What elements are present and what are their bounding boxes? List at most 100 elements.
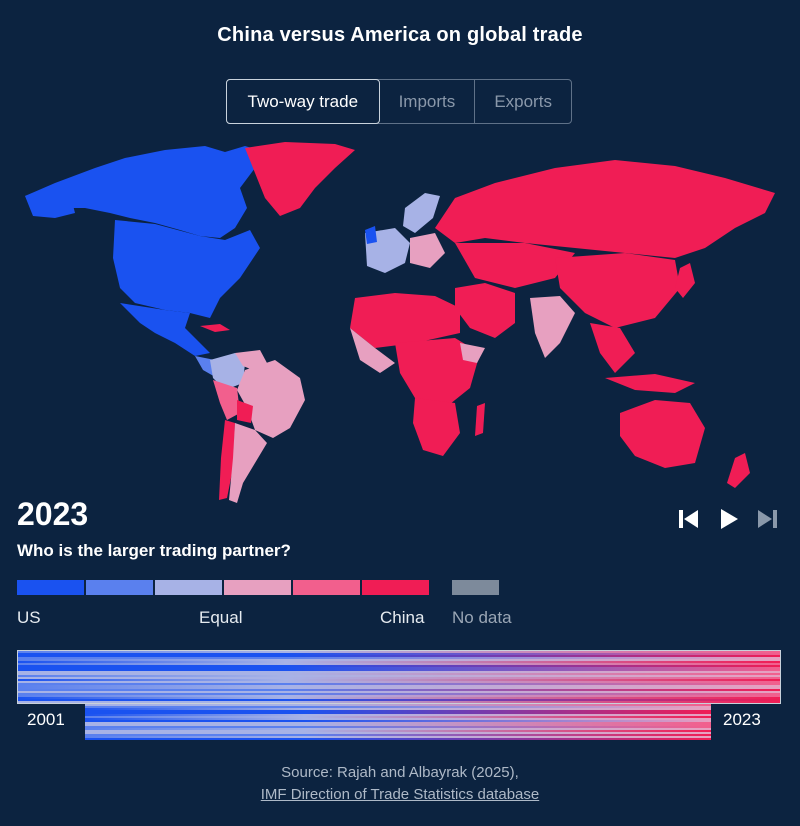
- skip-back-icon[interactable]: [676, 505, 702, 533]
- timeline-stripe: [18, 669, 780, 671]
- map-region-southeast-asia[interactable]: [590, 323, 635, 373]
- map-region-madagascar[interactable]: [475, 403, 485, 436]
- map-region-australia[interactable]: [620, 400, 705, 468]
- map-region-central-africa[interactable]: [395, 338, 480, 408]
- timeline-stripe: [18, 701, 780, 703]
- map-region-cuba[interactable]: [200, 324, 230, 332]
- map-region-scandinavia[interactable]: [403, 193, 440, 233]
- timeline-end-label: 2023: [723, 710, 761, 729]
- map-region-new-zealand[interactable]: [727, 453, 750, 488]
- timeline-stripe: [85, 728, 711, 730]
- map-region-eastern-europe[interactable]: [410, 233, 445, 268]
- timeline-stripe: [18, 685, 780, 687]
- source-note: Source: Rajah and Albayrak (2025), IMF D…: [0, 762, 800, 806]
- timeline-stripe: [85, 710, 711, 712]
- timeline-stripe: [18, 657, 780, 659]
- map-region-alaska[interactable]: [25, 188, 75, 218]
- play-icon[interactable]: [716, 505, 742, 533]
- map-region-india[interactable]: [530, 296, 575, 358]
- timeline-stripes-bottom: [85, 704, 711, 740]
- tab-exports[interactable]: Exports: [494, 91, 552, 111]
- source-text: Source: Rajah and Albayrak (2025),: [281, 764, 519, 781]
- map-region-indonesia[interactable]: [605, 374, 695, 393]
- timeline-stripe: [18, 651, 780, 653]
- timeline-stripe: [18, 667, 780, 669]
- map-region-canada[interactable]: [25, 146, 265, 238]
- timeline-stripe: [18, 663, 780, 665]
- timeline-stripe: [18, 683, 780, 685]
- map-region-west-africa[interactable]: [350, 328, 395, 373]
- timeline-stripe: [18, 687, 780, 689]
- timeline-stripe: [18, 695, 780, 697]
- source-link[interactable]: IMF Direction of Trade Statistics databa…: [260, 786, 540, 803]
- map-region-brazil[interactable]: [237, 360, 305, 438]
- map-region-chile[interactable]: [219, 420, 235, 500]
- map-region-colombia[interactable]: [210, 353, 245, 390]
- map-region-middle-east[interactable]: [455, 283, 515, 338]
- timeline-stripe: [18, 697, 780, 699]
- year-display: 2023: [17, 496, 89, 532]
- map-region-southern-africa[interactable]: [413, 398, 460, 456]
- timeline-stripe: [85, 724, 711, 726]
- timeline-stripe: [18, 665, 780, 667]
- map-region-venezuela[interactable]: [235, 350, 267, 370]
- map-region-greenland[interactable]: [245, 142, 355, 216]
- tab-two-way-trade[interactable]: Two-way trade: [226, 79, 380, 124]
- map-region-bolivia[interactable]: [237, 400, 253, 423]
- tab-imports[interactable]: Imports: [380, 80, 476, 123]
- legend-swatch-us-mid: [86, 580, 153, 595]
- timeline-stripe: [85, 726, 711, 728]
- legend-label-equal: Equal: [199, 608, 243, 627]
- timeline-stripe: [18, 671, 780, 673]
- map-region-central-asia[interactable]: [455, 243, 575, 288]
- timeline-stripes-top: [17, 650, 781, 704]
- map-region-argentina[interactable]: [229, 423, 267, 503]
- map-region-north-africa[interactable]: [350, 293, 460, 348]
- legend-label-china: China: [380, 608, 425, 627]
- timeline-stripe: [18, 673, 780, 675]
- legend-scale: [17, 580, 429, 595]
- map-region-russia[interactable]: [435, 160, 775, 258]
- timeline-stripe: [85, 718, 711, 720]
- year-timeline-slider[interactable]: 2001 2023: [17, 650, 781, 740]
- timeline-stripe: [85, 704, 711, 706]
- map-region-horn-of-africa[interactable]: [460, 343, 485, 363]
- chart-title: China versus America on global trade: [217, 24, 583, 46]
- legend-question: Who is the larger trading partner?: [17, 541, 291, 560]
- timeline-stripe: [18, 693, 780, 695]
- legend-swatch-equal: [155, 580, 222, 595]
- map-region-japan[interactable]: [675, 263, 695, 298]
- world-map: [25, 142, 775, 503]
- legend-swatch-china-light: [224, 580, 291, 595]
- timeline-stripe: [85, 738, 711, 740]
- map-region-peru[interactable]: [213, 380, 240, 420]
- timeline-stripe: [85, 734, 711, 736]
- timeline-stripe: [85, 716, 711, 718]
- legend-label-us: US: [17, 608, 41, 627]
- map-region-uk[interactable]: [365, 226, 377, 244]
- timeline-stripe: [85, 712, 711, 714]
- timeline-stripe: [85, 714, 711, 716]
- view-tabs: Two-way trade Imports Exports: [226, 79, 572, 124]
- map-region-usa[interactable]: [113, 220, 260, 318]
- map-region-mexico[interactable]: [120, 303, 210, 356]
- timeline-stripe: [85, 722, 711, 724]
- legend-swatch-no-data: [452, 580, 499, 595]
- timeline-stripe: [18, 691, 780, 693]
- timeline-stripe: [18, 677, 780, 679]
- timeline-stripe: [85, 706, 711, 708]
- timeline-stripe: [85, 720, 711, 722]
- skip-forward-icon[interactable]: [754, 505, 780, 533]
- legend-label-no-data: No data: [452, 608, 512, 627]
- timeline-stripe: [18, 681, 780, 683]
- timeline-stripe: [85, 708, 711, 710]
- map-region-china[interactable]: [555, 253, 680, 328]
- timeline-stripe: [85, 730, 711, 732]
- timeline-stripe: [18, 699, 780, 701]
- timeline-stripe: [18, 659, 780, 661]
- timeline-stripe: [85, 732, 711, 734]
- timeline-stripe: [18, 653, 780, 655]
- timeline-stripe: [18, 689, 780, 691]
- timeline-start-label: 2001: [27, 710, 65, 729]
- legend-swatch-us-strong: [17, 580, 84, 595]
